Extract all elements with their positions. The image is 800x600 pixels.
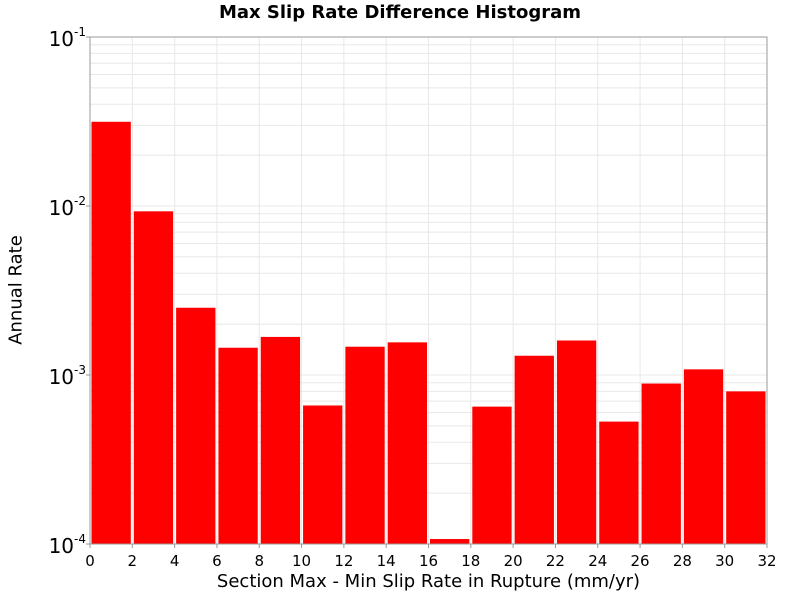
chart-title: Max Slip Rate Difference Histogram — [218, 2, 581, 23]
x-tick-label: 30 — [715, 552, 734, 570]
bar-2 — [176, 307, 216, 544]
bar-7 — [387, 342, 427, 544]
x-tick-label: 28 — [673, 552, 692, 570]
bar-8 — [430, 539, 470, 544]
x-tick-label: 20 — [504, 552, 523, 570]
y-tick-label: 10-3 — [49, 363, 86, 389]
x-tick-label: 8 — [254, 552, 264, 570]
x-tick-label: 10 — [292, 552, 311, 570]
bars — [91, 121, 766, 544]
y-tick-label: 10-1 — [49, 25, 86, 51]
x-tick-label: 18 — [461, 552, 480, 570]
x-tick-label: 22 — [546, 552, 565, 570]
x-tick-label: 4 — [170, 552, 180, 570]
bar-9 — [472, 406, 512, 544]
x-tick-label: 26 — [631, 552, 650, 570]
x-axis-ticks: 0 2 4 6 8 10 12 14 16 18 20 22 24 26 28 30 32 — [85, 544, 777, 570]
bar-3 — [218, 347, 258, 544]
x-tick-label: 0 — [85, 552, 95, 570]
y-axis-ticks: 10-4 10-3 10-2 10-1 — [49, 25, 90, 558]
y-tick-label: 10-4 — [49, 532, 86, 558]
y-axis-label: Annual Rate — [5, 235, 27, 345]
x-tick-label: 24 — [588, 552, 607, 570]
bar-0 — [91, 121, 131, 544]
grid-lines — [89, 37, 768, 545]
x-tick-label: 2 — [128, 552, 138, 570]
x-tick-label: 6 — [212, 552, 222, 570]
bar-10 — [514, 355, 554, 544]
bar-14 — [683, 369, 724, 544]
y-tick-label: 10-2 — [49, 194, 86, 220]
x-tick-label: 12 — [334, 552, 353, 570]
x-axis-label: Section Max - Min Slip Rate in Rupture (… — [216, 571, 641, 592]
bar-15 — [726, 391, 766, 544]
bar-13 — [641, 383, 681, 544]
bar-11 — [556, 340, 597, 544]
x-tick-label: 14 — [377, 552, 396, 570]
x-tick-label: 16 — [419, 552, 438, 570]
x-tick-label: 32 — [757, 552, 776, 570]
bar-1 — [133, 211, 174, 544]
bar-12 — [599, 421, 639, 544]
bar-6 — [345, 346, 385, 544]
bar-4 — [260, 336, 301, 544]
bar-5 — [303, 405, 343, 544]
